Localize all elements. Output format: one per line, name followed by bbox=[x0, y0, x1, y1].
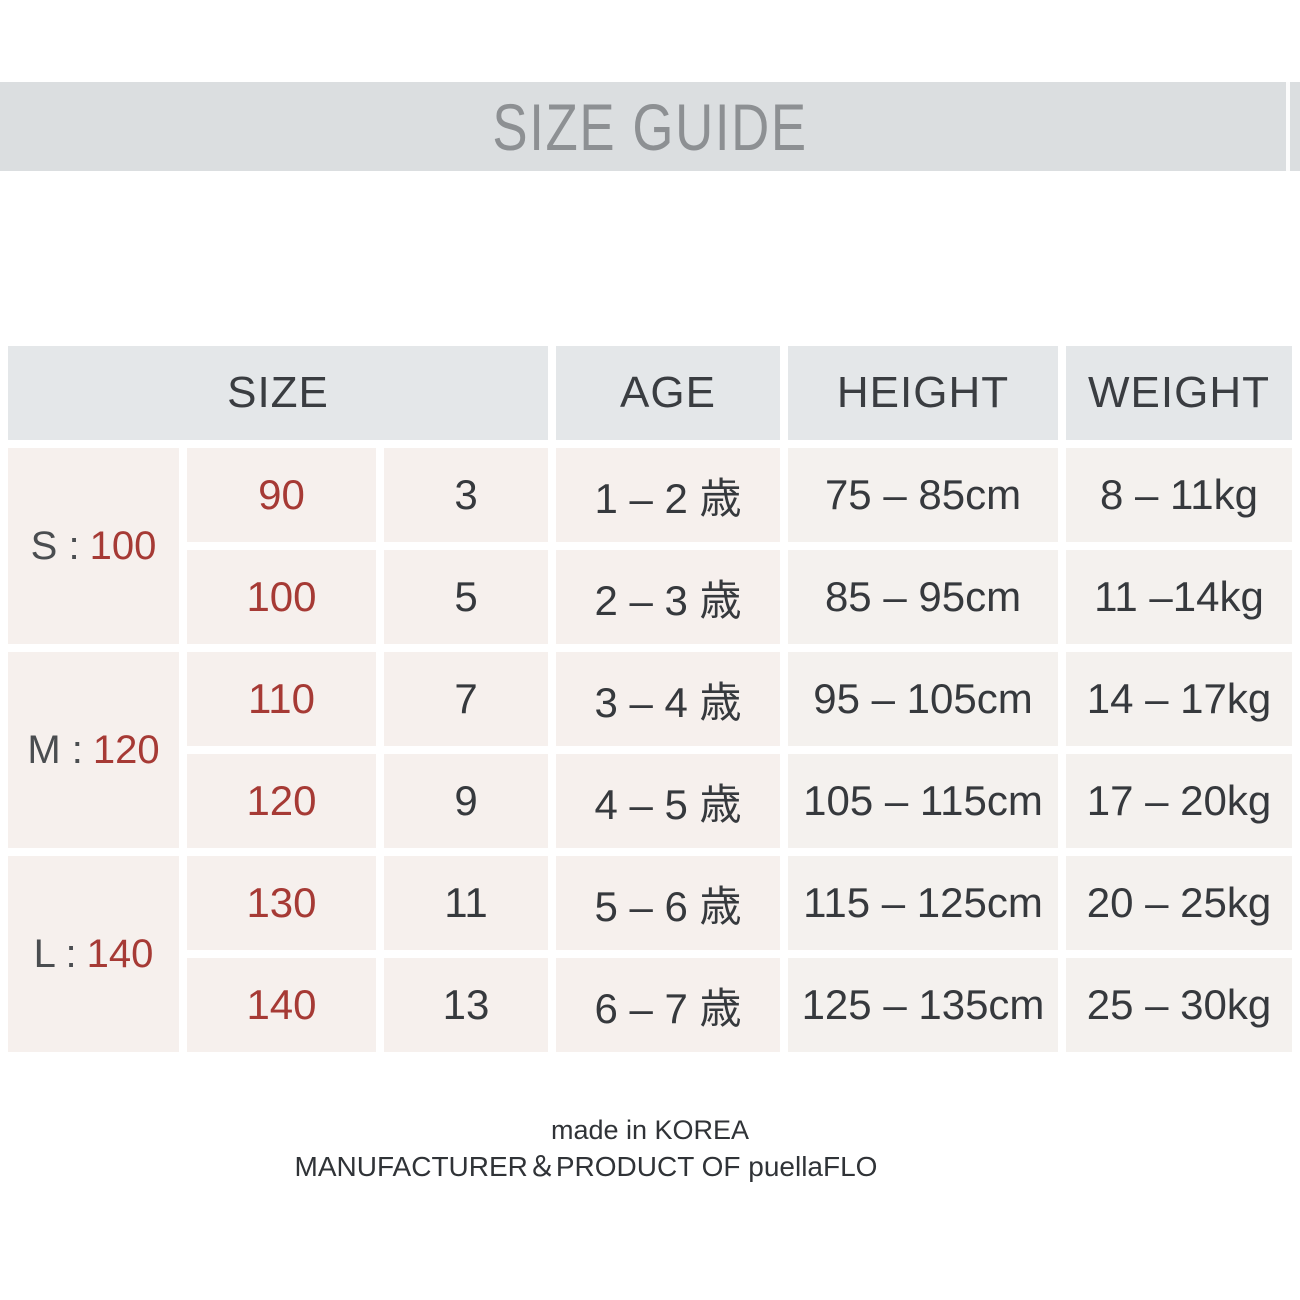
table-cell-size-110: 110 bbox=[187, 652, 376, 746]
table-cell-age-row1: 1 – 2 歳 bbox=[556, 448, 780, 542]
table-cell-num-row5: 11 bbox=[384, 856, 548, 950]
table-cell-age-row4: 4 – 5 歳 bbox=[556, 754, 780, 848]
size-guide-table: SIZE AGE HEIGHT WEIGHT S : 100 M : 120 L… bbox=[8, 346, 1292, 1052]
column-header-weight: WEIGHT bbox=[1066, 346, 1292, 440]
manufacturer-text: MANUFACTURER＆PRODUCT OF puellaFLO bbox=[294, 1151, 878, 1182]
table-cell-height-row5: 115 – 125cm bbox=[788, 856, 1058, 950]
table-cell-height-row1: 75 – 85cm bbox=[788, 448, 1058, 542]
table-cell-weight-row4: 17 – 20kg bbox=[1066, 754, 1292, 848]
group-m-value: 120 bbox=[92, 727, 160, 772]
table-cell-weight-row5: 20 – 25kg bbox=[1066, 856, 1292, 950]
table-cell-weight-row1: 8 – 11kg bbox=[1066, 448, 1292, 542]
table-cell-weight-row2: 11 –14kg bbox=[1066, 550, 1292, 644]
table-cell-size-140: 140 bbox=[187, 958, 376, 1052]
group-l-value: 140 bbox=[86, 931, 154, 976]
group-cell-l: L : 140 bbox=[8, 856, 179, 1052]
banner-right-notch bbox=[1286, 82, 1290, 171]
group-l-prefix: L : bbox=[33, 931, 77, 976]
group-s-value: 100 bbox=[89, 523, 157, 568]
table-cell-weight-row3: 14 – 17kg bbox=[1066, 652, 1292, 746]
group-cell-s: S : 100 bbox=[8, 448, 179, 644]
group-s-prefix: S : bbox=[30, 523, 80, 568]
table-cell-size-100: 100 bbox=[187, 550, 376, 644]
table-cell-num-row2: 5 bbox=[384, 550, 548, 644]
table-cell-age-row6: 6 – 7 歳 bbox=[556, 958, 780, 1052]
table-cell-height-row3: 95 – 105cm bbox=[788, 652, 1058, 746]
table-cell-age-row2: 2 – 3 歳 bbox=[556, 550, 780, 644]
table-cell-size-120: 120 bbox=[187, 754, 376, 848]
group-m-prefix: M : bbox=[27, 727, 83, 772]
table-cell-size-130: 130 bbox=[187, 856, 376, 950]
page-title: SIZE GUIDE bbox=[492, 89, 808, 164]
group-cell-m: M : 120 bbox=[8, 652, 179, 848]
column-header-age: AGE bbox=[556, 346, 780, 440]
table-cell-num-row6: 13 bbox=[384, 958, 548, 1052]
table-cell-num-row4: 9 bbox=[384, 754, 548, 848]
table-cell-height-row2: 85 – 95cm bbox=[788, 550, 1058, 644]
table-cell-age-row5: 5 – 6 歳 bbox=[556, 856, 780, 950]
table-cell-size-90: 90 bbox=[187, 448, 376, 542]
footer: made in KOREA MANUFACTURER＆PRODUCT OF pu… bbox=[0, 1112, 1300, 1186]
table-cell-num-row1: 3 bbox=[384, 448, 548, 542]
column-header-size: SIZE bbox=[8, 346, 548, 440]
table-cell-height-row6: 125 – 135cm bbox=[788, 958, 1058, 1052]
made-in-korea-text: made in KOREA bbox=[550, 1115, 750, 1145]
table-cell-num-row3: 7 bbox=[384, 652, 548, 746]
table-cell-height-row4: 105 – 115cm bbox=[788, 754, 1058, 848]
column-header-height: HEIGHT bbox=[788, 346, 1058, 440]
size-guide-banner: SIZE GUIDE bbox=[0, 82, 1300, 171]
table-cell-age-row3: 3 – 4 歳 bbox=[556, 652, 780, 746]
table-cell-weight-row6: 25 – 30kg bbox=[1066, 958, 1292, 1052]
